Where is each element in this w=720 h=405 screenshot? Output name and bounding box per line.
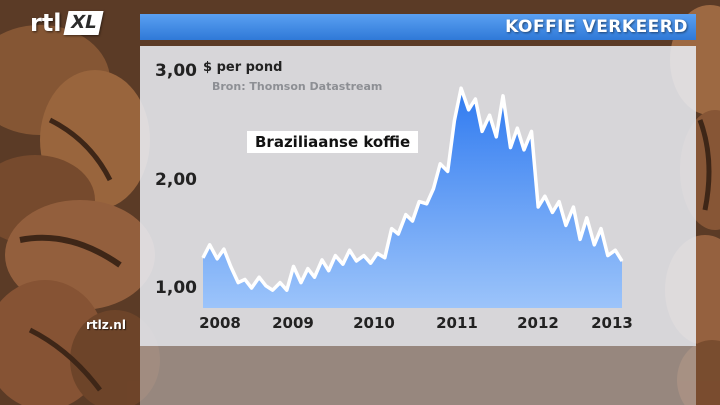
data-point <box>376 252 378 254</box>
data-point <box>244 278 246 280</box>
data-point <box>495 136 497 138</box>
data-point <box>509 147 512 149</box>
data-point <box>307 268 309 270</box>
data-point <box>391 228 393 230</box>
data-point <box>328 270 330 272</box>
data-point <box>607 255 609 257</box>
data-point <box>621 260 623 262</box>
panel-footer <box>140 346 696 405</box>
data-point <box>349 249 351 251</box>
x-tick-label: 2008 <box>199 314 241 332</box>
x-tick-label: 2010 <box>353 314 395 332</box>
channel-logo: rtl XL <box>30 8 104 38</box>
page-title: KOFFIE VERKEERD <box>505 17 688 37</box>
y-unit-label: $ per pond <box>203 60 283 75</box>
data-point <box>439 163 441 165</box>
data-point <box>614 249 616 251</box>
x-tick-label: 2013 <box>591 314 633 332</box>
y-tick-label: 2,00 <box>155 170 197 190</box>
data-point <box>397 233 399 235</box>
data-point <box>579 238 581 240</box>
data-point <box>453 120 455 122</box>
data-point <box>237 282 239 284</box>
data-point <box>474 98 476 100</box>
x-tick-label: 2012 <box>517 314 559 332</box>
data-point <box>300 282 302 284</box>
data-point <box>468 109 470 111</box>
data-point <box>202 257 204 259</box>
data-point <box>537 206 539 208</box>
data-point <box>489 114 491 116</box>
data-point <box>502 95 504 97</box>
data-point <box>355 260 357 262</box>
data-point <box>447 170 449 172</box>
data-point <box>334 255 336 257</box>
data-point <box>418 201 420 203</box>
data-point <box>460 87 462 89</box>
data-point <box>251 287 253 289</box>
data-point <box>265 285 267 287</box>
data-point <box>272 289 274 291</box>
data-point <box>342 263 344 265</box>
data-point <box>209 244 211 246</box>
data-point <box>516 127 518 129</box>
data-point <box>370 262 372 264</box>
data-point <box>572 206 575 208</box>
data-point <box>363 255 365 257</box>
data-point <box>258 276 260 278</box>
data-point <box>426 203 428 205</box>
y-tick-label: 1,00 <box>155 278 197 298</box>
data-point <box>321 259 323 261</box>
logo-brand: rtl <box>30 9 62 37</box>
data-point <box>432 188 435 190</box>
data-point <box>558 201 560 203</box>
data-point <box>279 282 281 284</box>
source-label: Bron: Thomson Datastream <box>212 80 383 93</box>
data-point <box>586 217 588 219</box>
series-label: Braziliaanse koffie <box>247 131 419 153</box>
data-point <box>523 149 525 151</box>
y-tick-label: 3,00 <box>155 61 197 81</box>
x-tick-label: 2011 <box>436 314 478 332</box>
data-point <box>565 224 567 226</box>
title-bar: KOFFIE VERKEERD <box>140 14 696 40</box>
watermark: rtlz.nl <box>86 318 126 332</box>
data-point <box>600 228 602 230</box>
data-point <box>551 211 554 213</box>
data-point <box>230 265 232 267</box>
data-point <box>286 289 288 291</box>
data-point <box>530 130 533 132</box>
series-area <box>203 88 622 308</box>
data-point <box>313 276 316 278</box>
data-point <box>411 220 414 222</box>
data-point <box>544 195 546 197</box>
data-point <box>223 248 225 250</box>
data-point <box>216 258 218 260</box>
data-point <box>292 265 295 267</box>
data-point <box>384 257 386 259</box>
data-point <box>593 244 595 246</box>
data-point <box>481 130 483 132</box>
data-point <box>405 214 407 216</box>
x-tick-label: 2009 <box>272 314 314 332</box>
